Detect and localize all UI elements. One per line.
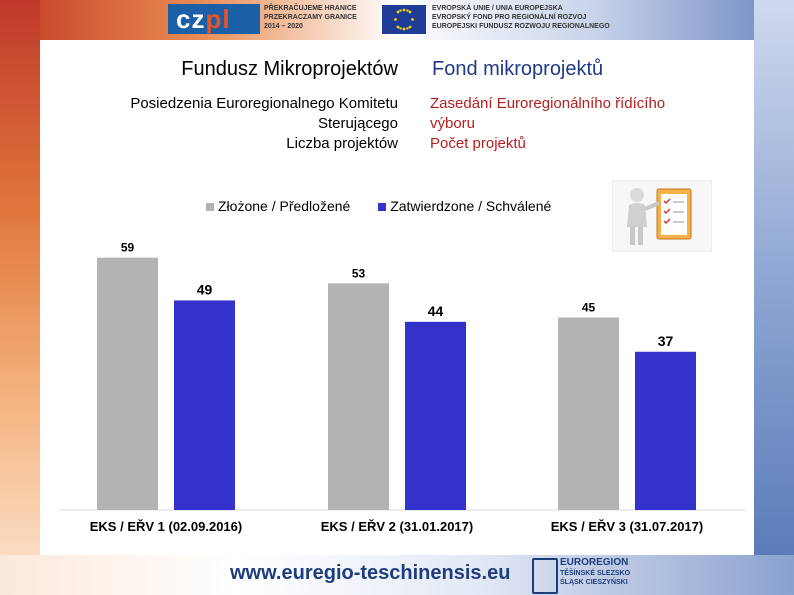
data-label-submitted-2: 53 <box>352 266 366 280</box>
checklist-figure-icon <box>612 180 712 252</box>
chart-legend: Złożone / Předložené Zatwierdzone / Schv… <box>206 198 575 214</box>
bar-submitted-1 <box>97 257 158 510</box>
data-label-submitted-3: 45 <box>582 301 596 315</box>
subtitle-czech: Zasedání Euroregionálního řídícího výbor… <box>430 94 750 154</box>
bar-approved-3 <box>635 351 696 510</box>
program-line-3: 2014 – 2020 <box>264 23 303 30</box>
eu-flag-icon <box>382 5 426 34</box>
category-label-3: EKS / EŘV 3 (31.07.2017) <box>551 519 703 534</box>
category-label-1: EKS / EŘV 1 (02.09.2016) <box>90 519 242 534</box>
subtitle-cz-line-1: Zasedání Euroregionálního řídícího <box>430 95 666 112</box>
legend-swatch-approved <box>378 203 387 212</box>
subtitle-pl-line-3: Liczba projektów <box>286 135 398 152</box>
program-text: PŘEKRAČUJEME HRANICE PRZEKRACZAMY GRANIC… <box>264 4 357 31</box>
logo-pl-text: pl <box>205 4 231 34</box>
footer-band <box>0 555 794 595</box>
logo-cz-text: cz <box>176 4 206 34</box>
euroregion-line-2: TĚŠÍNSKÉ SLEZSKO <box>560 570 631 577</box>
title-polish: Fundusz Mikroprojektów <box>181 58 398 80</box>
legend-label-approved: Zatwierdzone / Schválené <box>390 198 552 214</box>
eu-line-1: EVROPSKÁ UNIE / UNIA EUROPEJSKA <box>432 5 563 12</box>
data-label-approved-3: 37 <box>658 333 674 349</box>
subtitle-cz-line-3: Počet projektů <box>430 135 526 152</box>
bar-submitted-3 <box>558 317 619 510</box>
euroregion-text: EUROREGION TĚŠÍNSKÉ SLEZSKO ŚLĄSK CIESZY… <box>560 557 630 587</box>
data-label-approved-2: 44 <box>428 303 444 319</box>
data-label-submitted-1: 59 <box>121 241 135 255</box>
program-line-1: PŘEKRAČUJEME HRANICE <box>264 5 357 12</box>
right-decor <box>754 0 794 595</box>
cz-pl-logo: czpl <box>168 4 260 34</box>
legend-item-submitted: Złożone / Předložené <box>206 198 354 214</box>
legend-swatch-submitted <box>206 203 214 212</box>
title-czech: Fond mikroprojektů <box>432 58 604 80</box>
left-decor <box>0 0 40 595</box>
bar-approved-2 <box>405 321 466 510</box>
legend-label-submitted: Złożone / Předložené <box>218 198 351 214</box>
subtitle-cz-line-2: výboru <box>430 115 476 132</box>
category-label-2: EKS / EŘV 2 (31.01.2017) <box>321 519 473 534</box>
eu-line-2: EVROPSKÝ FOND PRO REGIONÁLNÍ ROZVOJ <box>432 14 587 21</box>
euroregion-line-1: EUROREGION <box>560 557 629 568</box>
subtitle-pl-line-1: Posiedzenia Euroregionalnego Komitetu <box>130 95 398 112</box>
eu-line-3: EUROPEJSKI FUNDUSZ ROZWOJU REGIONALNEGO <box>432 23 610 30</box>
data-label-approved-1: 49 <box>197 281 213 297</box>
bar-submitted-2 <box>328 283 389 510</box>
legend-item-approved: Zatwierdzone / Schválené <box>378 198 551 214</box>
program-line-2: PRZEKRACZAMY GRANICE <box>264 14 357 21</box>
subtitle-pl-line-2: Sterującego <box>317 115 398 132</box>
euroregion-logo-icon <box>532 558 558 594</box>
subtitle-polish: Posiedzenia Euroregionalnego Komitetu St… <box>60 94 398 154</box>
footer-url[interactable]: www.euregio-teschinensis.eu <box>230 562 511 584</box>
bar-approved-1 <box>174 300 235 510</box>
eu-text: EVROPSKÁ UNIE / UNIA EUROPEJSKA EVROPSKÝ… <box>432 4 610 31</box>
euroregion-line-3: ŚLĄSK CIESZYŃSKI <box>560 579 628 586</box>
